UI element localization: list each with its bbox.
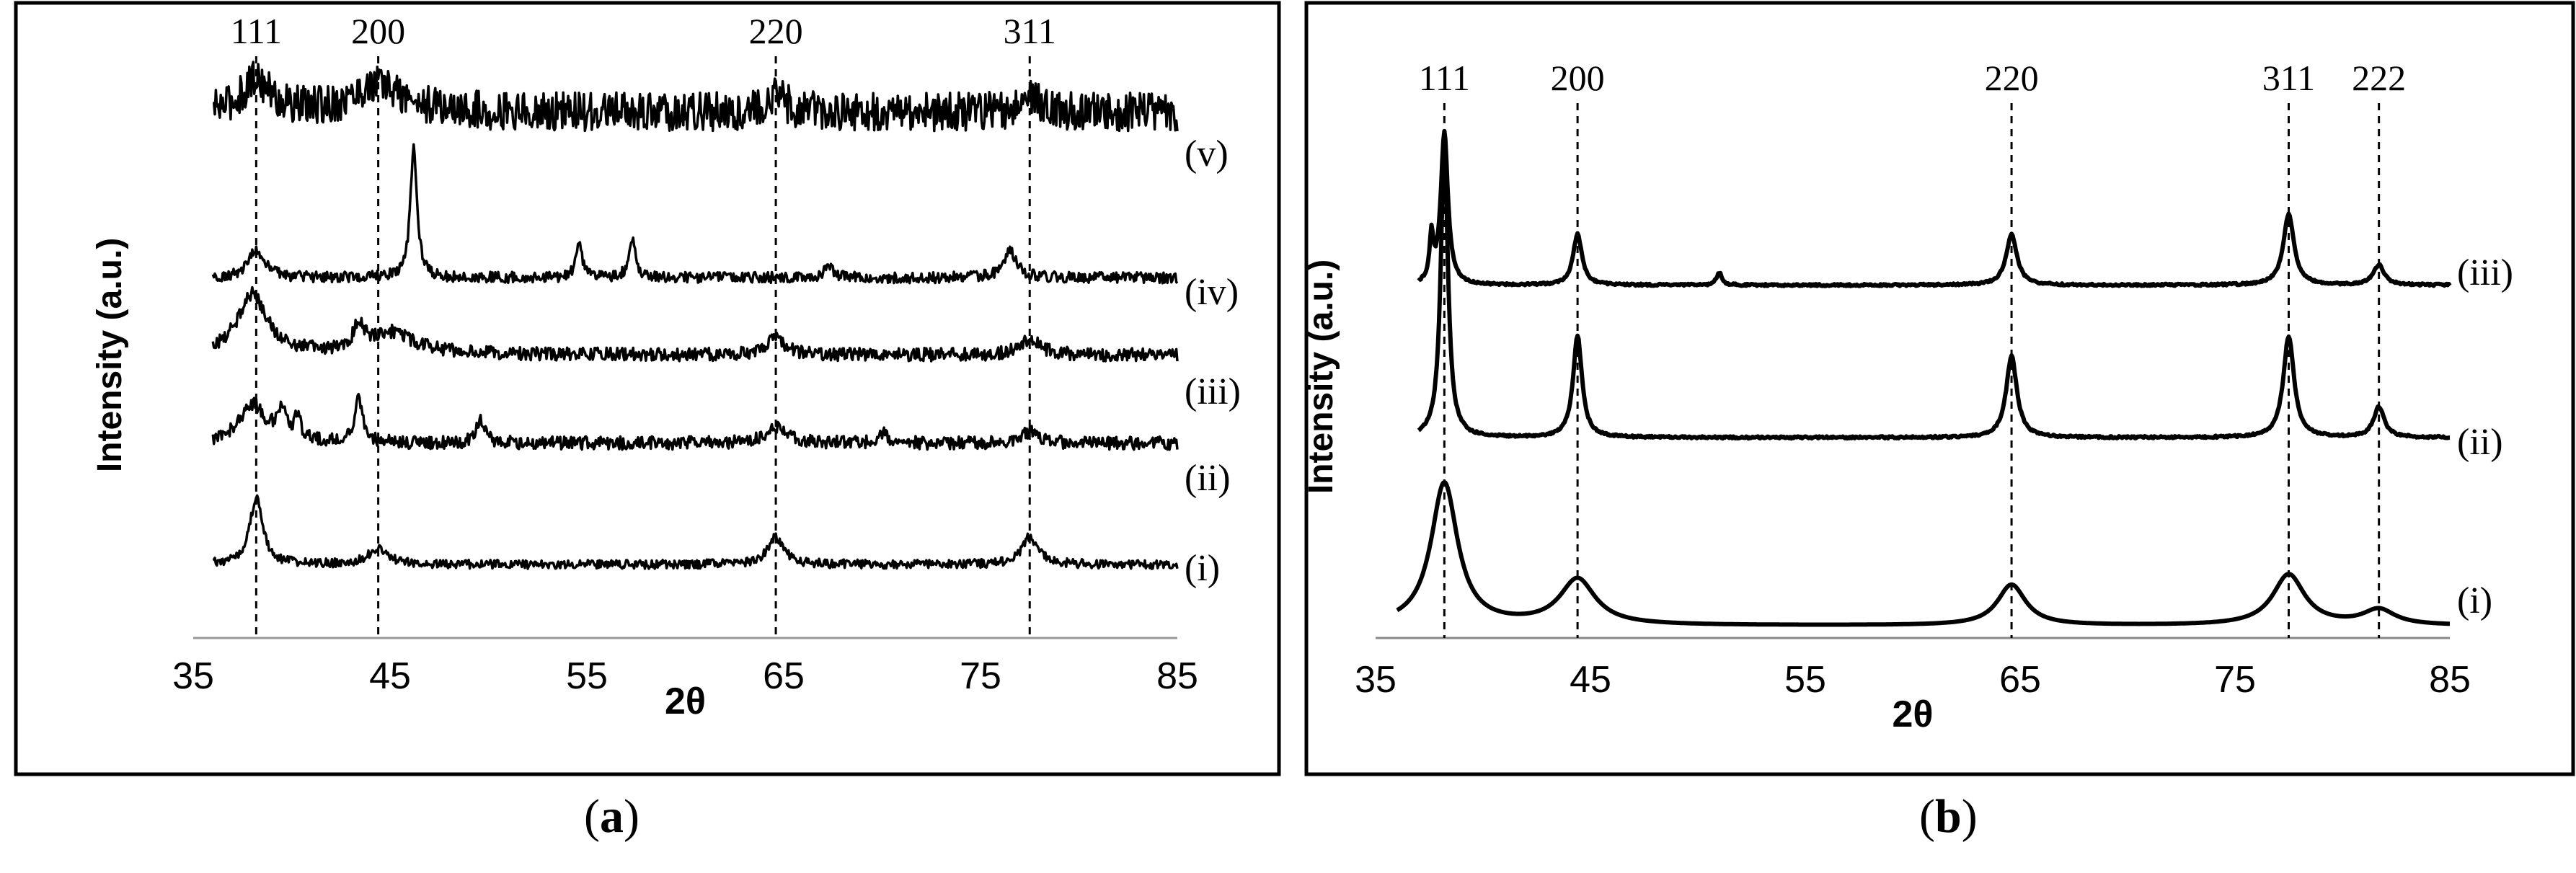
x-tick-label: 55 <box>566 655 608 697</box>
series-line-iv <box>211 143 1179 285</box>
series-label-i: (i) <box>2457 580 2492 621</box>
hkl-label-311: 311 <box>1004 11 1056 51</box>
x-tick-label: 75 <box>2214 659 2256 701</box>
series-label-iii: (iii) <box>2457 252 2513 293</box>
series-label-ii: (ii) <box>2457 422 2503 463</box>
series-label-ii: (ii) <box>1185 458 1231 499</box>
chart-frame <box>1304 1 2575 776</box>
series-line-v <box>212 61 1179 133</box>
caption-b-letter: b <box>1934 790 1962 843</box>
chart-frame <box>14 1 1281 776</box>
series-line-ii <box>1417 141 2451 441</box>
caption-a: (a) <box>584 789 639 844</box>
caption-b-open: ( <box>1919 790 1935 843</box>
hkl-label-220: 220 <box>1985 58 2039 98</box>
caption-b: (b) <box>1919 789 1978 844</box>
series-label-i: (i) <box>1185 548 1220 589</box>
series-label-v: (v) <box>1185 133 1229 174</box>
caption-a-letter: a <box>599 790 624 843</box>
x-tick-label: 85 <box>2429 659 2471 701</box>
series-line-iii <box>211 285 1179 363</box>
x-axis-label: 2θ <box>1892 693 1933 735</box>
hkl-label-111: 111 <box>1419 58 1470 98</box>
series-line-i <box>1396 479 2451 627</box>
y-axis-label: Intensity (a.u.) <box>91 238 129 472</box>
caption-b-close: ) <box>1961 790 1978 843</box>
x-tick-label: 75 <box>960 655 1001 697</box>
x-tick-label: 35 <box>1355 659 1397 701</box>
x-tick-label: 65 <box>763 655 805 697</box>
x-tick-label: 55 <box>1784 659 1826 701</box>
hkl-label-200: 200 <box>351 11 405 51</box>
series-line-ii <box>211 392 1179 451</box>
hkl-label-200: 200 <box>1551 58 1605 98</box>
hkl-label-111: 111 <box>231 11 282 51</box>
x-tick-label: 65 <box>1999 659 2041 701</box>
series-line-i <box>212 494 1179 570</box>
series-line-iii <box>1417 128 2452 288</box>
hkl-label-220: 220 <box>749 11 803 51</box>
caption-a-close: ) <box>623 790 639 843</box>
x-tick-label: 85 <box>1156 655 1198 697</box>
x-tick-label: 45 <box>369 655 411 697</box>
y-axis-label: Intensity (a.u.) <box>1304 260 1340 494</box>
series-label-iv: (iv) <box>1185 272 1239 313</box>
x-axis-label: 2θ <box>665 681 706 722</box>
xrd-chart-b: 35 45 55 65 75 85 2θ Intensity (a.u.) 111 200 220 3… <box>1304 1 2575 776</box>
caption-a-open: ( <box>584 790 600 843</box>
xrd-chart-a: 35 45 55 65 75 85 2θ Intensity (a.u.) 111 200 220 3… <box>14 1 1281 776</box>
panel-a: 35 45 55 65 75 85 2θ Intensity (a.u.) 111 200 220 3… <box>13 0 1282 779</box>
x-tick-label: 45 <box>1570 659 1611 701</box>
x-tick-label: 35 <box>172 655 214 697</box>
series-label-iii: (iii) <box>1185 371 1241 412</box>
panel-b: 35 45 55 65 75 85 2θ Intensity (a.u.) 111 200 220 3… <box>1304 0 2576 779</box>
hkl-label-222: 222 <box>2352 58 2406 98</box>
hkl-label-311: 311 <box>2262 58 2315 98</box>
